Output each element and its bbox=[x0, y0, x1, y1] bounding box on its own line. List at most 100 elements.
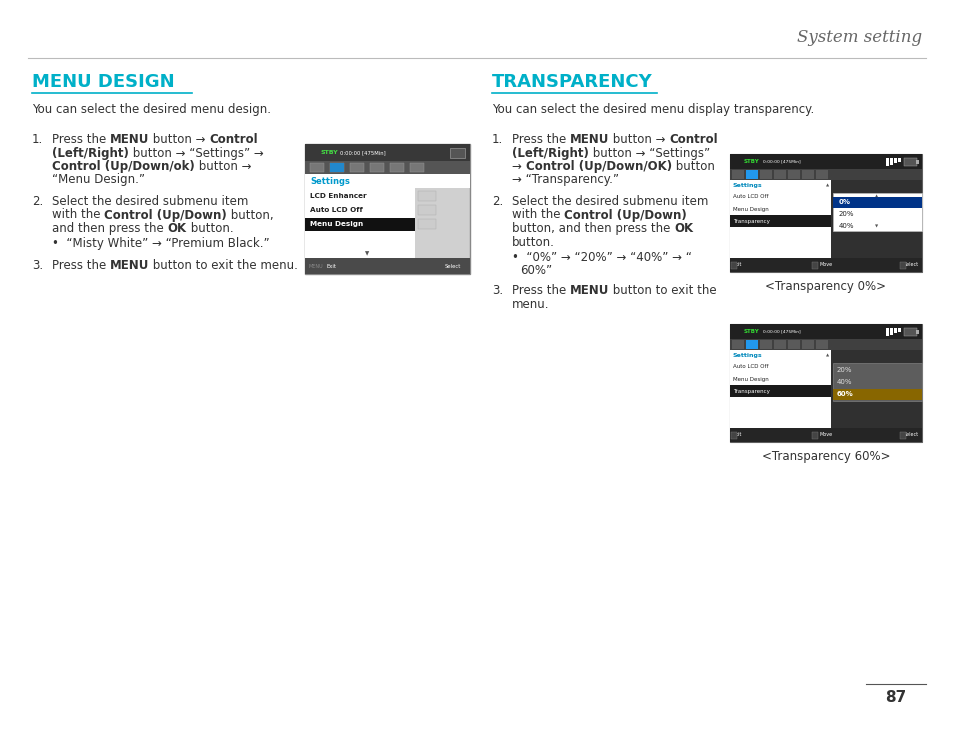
Text: OK: OK bbox=[168, 222, 187, 235]
Text: ▼: ▼ bbox=[875, 225, 878, 229]
Bar bbox=[745, 170, 758, 179]
Bar bbox=[832, 193, 921, 231]
Text: ▼: ▼ bbox=[364, 252, 369, 256]
Text: (Left/Right): (Left/Right) bbox=[52, 147, 129, 159]
Bar bbox=[730, 432, 737, 439]
Bar bbox=[760, 340, 771, 349]
Text: Move: Move bbox=[819, 432, 832, 437]
Text: 3.: 3. bbox=[32, 259, 43, 272]
Bar bbox=[305, 218, 415, 231]
Bar bbox=[310, 163, 324, 172]
Text: <Transparency 0%>: <Transparency 0%> bbox=[764, 280, 885, 293]
Text: Menu Design: Menu Design bbox=[732, 207, 768, 212]
Text: 2.: 2. bbox=[32, 195, 43, 208]
Bar bbox=[330, 163, 344, 172]
Bar bbox=[731, 170, 743, 179]
Bar bbox=[305, 144, 470, 161]
Text: MENU: MENU bbox=[110, 259, 150, 272]
Text: 2.: 2. bbox=[492, 195, 503, 208]
Text: button, and then press the: button, and then press the bbox=[512, 222, 674, 235]
Text: 1.: 1. bbox=[492, 133, 503, 146]
Bar bbox=[801, 170, 813, 179]
Bar bbox=[450, 148, 464, 158]
Text: 40%: 40% bbox=[836, 379, 852, 385]
Text: Select the desired submenu item: Select the desired submenu item bbox=[512, 195, 708, 208]
Text: Control (Up/Down/OK): Control (Up/Down/OK) bbox=[525, 160, 671, 173]
Bar bbox=[729, 361, 830, 428]
Text: Control (Up/Down/ok): Control (Up/Down/ok) bbox=[52, 160, 194, 173]
Text: System setting: System setting bbox=[796, 29, 921, 47]
Text: button: button bbox=[671, 160, 714, 173]
Text: You can select the desired menu display transparency.: You can select the desired menu display … bbox=[492, 104, 814, 117]
Text: Settings: Settings bbox=[310, 177, 350, 185]
Bar bbox=[903, 328, 916, 336]
Bar bbox=[787, 170, 800, 179]
Text: button →: button → bbox=[194, 160, 251, 173]
Text: 1.: 1. bbox=[32, 133, 43, 146]
Text: button → “Settings”: button → “Settings” bbox=[588, 147, 709, 159]
Bar bbox=[390, 163, 403, 172]
Text: LCD Enhancer: LCD Enhancer bbox=[310, 193, 366, 199]
Text: Control (Up/Down): Control (Up/Down) bbox=[104, 209, 227, 221]
Text: Press the: Press the bbox=[52, 133, 110, 146]
Text: Move: Move bbox=[819, 263, 832, 267]
Bar bbox=[787, 340, 800, 349]
Text: 0:00:00 [475Min]: 0:00:00 [475Min] bbox=[339, 150, 385, 155]
Text: Menu Design: Menu Design bbox=[310, 221, 363, 227]
Text: Transparency: Transparency bbox=[732, 218, 769, 223]
Text: Settings: Settings bbox=[732, 183, 761, 188]
Text: Control (Up/Down): Control (Up/Down) bbox=[563, 209, 686, 221]
Text: •  “Misty White” → “Premium Black.”: • “Misty White” → “Premium Black.” bbox=[52, 237, 270, 250]
Text: with the: with the bbox=[52, 209, 104, 221]
Text: OK: OK bbox=[674, 222, 693, 235]
Text: MENU DESIGN: MENU DESIGN bbox=[32, 73, 174, 91]
Bar bbox=[889, 158, 892, 164]
Bar bbox=[899, 262, 905, 269]
Text: STBY: STBY bbox=[743, 159, 759, 164]
Bar bbox=[729, 215, 830, 227]
Bar bbox=[417, 219, 436, 229]
Bar bbox=[760, 170, 771, 179]
Bar bbox=[899, 432, 905, 439]
Text: 0%: 0% bbox=[838, 199, 850, 205]
Text: 0:00:00 [475Min]: 0:00:00 [475Min] bbox=[762, 329, 800, 334]
Text: Exit: Exit bbox=[327, 264, 336, 269]
Bar bbox=[915, 160, 918, 164]
Bar bbox=[745, 340, 758, 349]
Bar bbox=[729, 385, 830, 397]
Bar bbox=[729, 339, 921, 350]
Text: TRANSPARENCY: TRANSPARENCY bbox=[492, 73, 652, 91]
Text: (Left/Right): (Left/Right) bbox=[512, 147, 588, 159]
Text: Press the: Press the bbox=[52, 259, 110, 272]
Bar bbox=[305, 144, 470, 274]
Bar bbox=[729, 258, 921, 272]
Text: button.: button. bbox=[512, 236, 555, 248]
Text: Menu Design: Menu Design bbox=[732, 377, 768, 382]
Bar bbox=[903, 158, 916, 166]
Bar bbox=[330, 163, 344, 172]
Bar bbox=[801, 340, 813, 349]
Text: STBY: STBY bbox=[743, 329, 759, 334]
Text: button → “Settings” →: button → “Settings” → bbox=[129, 147, 263, 159]
Bar bbox=[305, 161, 470, 174]
Text: Control: Control bbox=[210, 133, 258, 146]
Bar bbox=[731, 340, 743, 349]
Bar bbox=[410, 163, 423, 172]
Text: button →: button → bbox=[150, 133, 210, 146]
Text: 60%: 60% bbox=[836, 391, 853, 397]
Bar bbox=[729, 324, 921, 442]
Text: Select the desired submenu item: Select the desired submenu item bbox=[52, 195, 248, 208]
Bar bbox=[897, 158, 900, 161]
Text: Exit: Exit bbox=[732, 432, 741, 437]
Text: button →: button → bbox=[609, 133, 669, 146]
Text: 60%”: 60%” bbox=[519, 264, 552, 277]
Text: STBY: STBY bbox=[320, 150, 338, 155]
Text: MENU: MENU bbox=[309, 264, 323, 269]
Bar bbox=[915, 330, 918, 334]
Text: button.: button. bbox=[187, 222, 233, 235]
Bar bbox=[832, 363, 921, 401]
Bar bbox=[773, 340, 785, 349]
Text: ▲: ▲ bbox=[875, 195, 878, 199]
Text: 20%: 20% bbox=[838, 211, 854, 217]
Text: 87: 87 bbox=[884, 690, 905, 704]
